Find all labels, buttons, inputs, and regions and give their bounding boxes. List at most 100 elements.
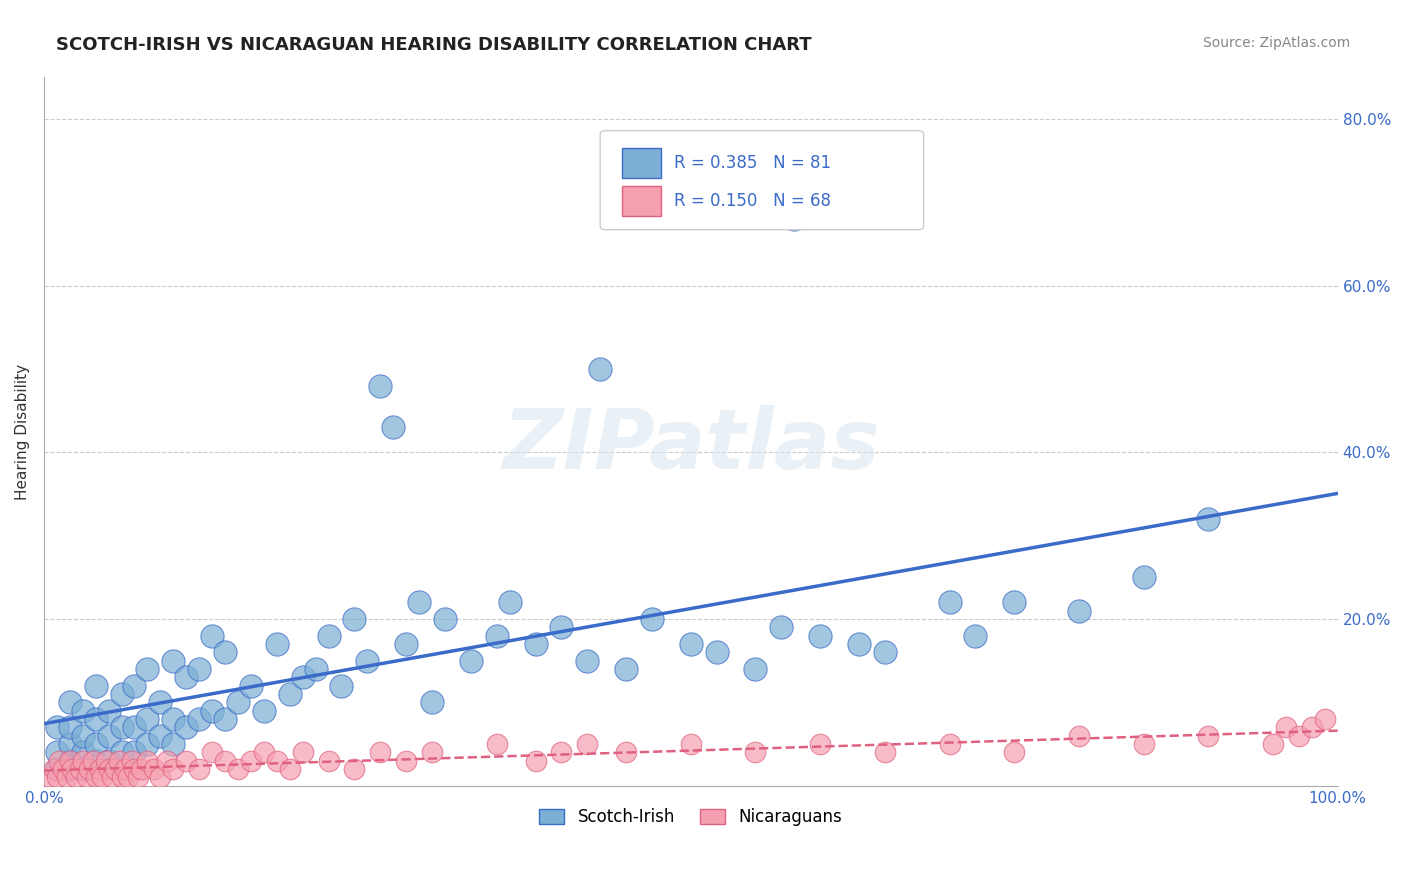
Point <box>1197 512 1219 526</box>
Point <box>59 754 82 768</box>
Point <box>848 637 870 651</box>
Point <box>104 762 127 776</box>
Point <box>226 696 249 710</box>
Point <box>679 737 702 751</box>
Point <box>136 662 159 676</box>
FancyBboxPatch shape <box>623 148 661 178</box>
Point <box>162 762 184 776</box>
Point <box>679 637 702 651</box>
Point <box>253 704 276 718</box>
Y-axis label: Hearing Disability: Hearing Disability <box>15 364 30 500</box>
Point <box>97 729 120 743</box>
Point <box>124 762 146 776</box>
Point <box>343 762 366 776</box>
Point <box>214 712 236 726</box>
Point <box>174 670 197 684</box>
Point <box>156 754 179 768</box>
Point <box>136 712 159 726</box>
Point <box>266 637 288 651</box>
Point <box>59 737 82 751</box>
Point <box>266 754 288 768</box>
Point <box>110 746 132 760</box>
Point <box>291 746 314 760</box>
Point <box>1002 595 1025 609</box>
Point <box>188 662 211 676</box>
Point <box>114 762 136 776</box>
Point <box>149 771 172 785</box>
Point <box>576 654 599 668</box>
Point <box>744 662 766 676</box>
Point <box>576 737 599 751</box>
Point <box>162 712 184 726</box>
Point <box>110 687 132 701</box>
Point <box>395 754 418 768</box>
Point <box>550 620 572 634</box>
Point <box>1301 721 1323 735</box>
Point <box>460 654 482 668</box>
Point <box>76 771 98 785</box>
Point <box>524 637 547 651</box>
Point <box>84 771 107 785</box>
Point <box>59 762 82 776</box>
Point <box>59 696 82 710</box>
Text: ZIPatlas: ZIPatlas <box>502 405 880 486</box>
Point <box>1288 729 1310 743</box>
Point <box>127 771 149 785</box>
Point <box>873 645 896 659</box>
Point <box>101 771 124 785</box>
Point <box>136 737 159 751</box>
Point <box>808 737 831 751</box>
Point <box>589 362 612 376</box>
Point <box>278 762 301 776</box>
Point <box>97 762 120 776</box>
Text: R = 0.150   N = 68: R = 0.150 N = 68 <box>673 192 831 210</box>
Point <box>214 754 236 768</box>
Point <box>149 729 172 743</box>
Point <box>368 746 391 760</box>
Legend: Scotch-Irish, Nicaraguans: Scotch-Irish, Nicaraguans <box>531 799 851 834</box>
Point <box>52 762 75 776</box>
Point <box>226 762 249 776</box>
Point <box>124 746 146 760</box>
Point <box>84 754 107 768</box>
Point <box>291 670 314 684</box>
Point <box>382 420 405 434</box>
Point <box>744 746 766 760</box>
Point <box>121 754 143 768</box>
Point <box>82 754 104 768</box>
Point <box>108 754 131 768</box>
Point <box>89 762 111 776</box>
Text: Source: ZipAtlas.com: Source: ZipAtlas.com <box>1202 36 1350 50</box>
Point <box>69 762 91 776</box>
Point <box>1067 604 1090 618</box>
Point <box>278 687 301 701</box>
Point <box>72 754 94 768</box>
Point <box>239 754 262 768</box>
Point <box>129 762 152 776</box>
Point <box>214 645 236 659</box>
Point <box>56 771 79 785</box>
FancyBboxPatch shape <box>600 130 924 230</box>
Point <box>641 612 664 626</box>
Point <box>873 746 896 760</box>
Point <box>330 679 353 693</box>
Point <box>1067 729 1090 743</box>
Point <box>239 679 262 693</box>
Point <box>1275 721 1298 735</box>
Point <box>124 721 146 735</box>
Point <box>368 378 391 392</box>
Point <box>395 637 418 651</box>
Point <box>142 762 165 776</box>
Point <box>45 771 67 785</box>
Point <box>1132 737 1154 751</box>
Point <box>188 712 211 726</box>
Point <box>97 754 120 768</box>
Point <box>162 737 184 751</box>
Point <box>485 737 508 751</box>
Point <box>201 629 224 643</box>
Point <box>1132 570 1154 584</box>
Point <box>1313 712 1336 726</box>
Point <box>174 754 197 768</box>
Point <box>808 629 831 643</box>
Point <box>433 612 456 626</box>
